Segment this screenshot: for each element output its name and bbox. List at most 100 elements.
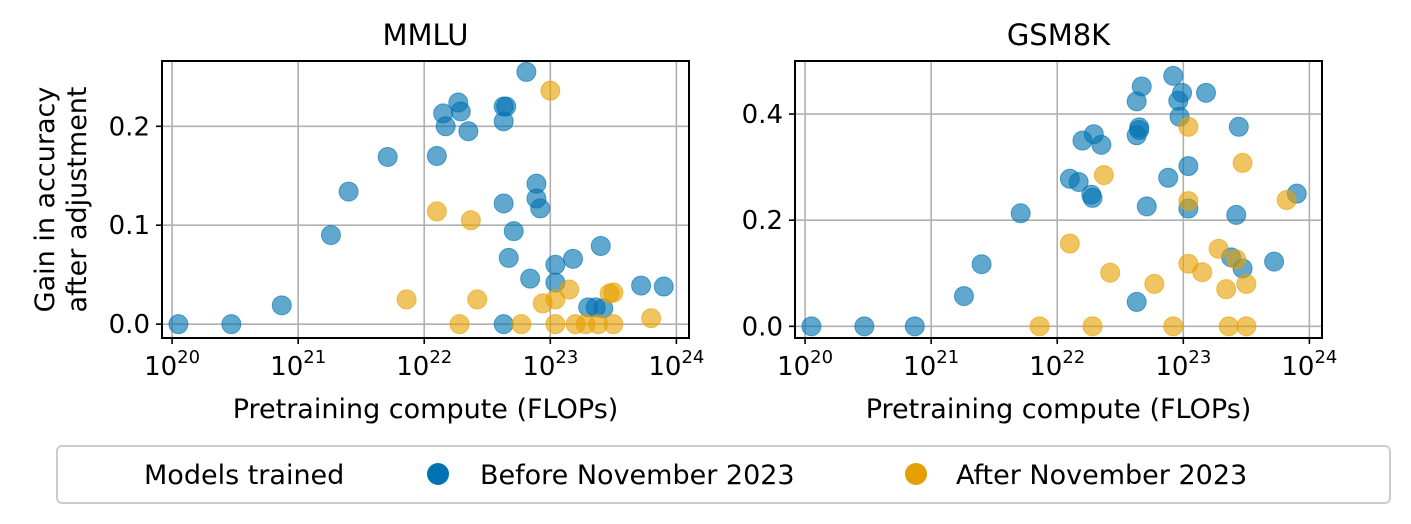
point-before bbox=[1264, 251, 1285, 272]
y-axis-label-line1: Gain in accuracy bbox=[30, 87, 61, 313]
point-before bbox=[545, 254, 566, 275]
point-before bbox=[503, 221, 524, 242]
panel-mmlu: 1020 1021 1022 1023 1024 0.0 0.1 0.2 MMLU Pretrai… bbox=[30, 18, 704, 425]
point-before bbox=[516, 61, 537, 82]
point-after bbox=[603, 314, 624, 335]
point-before bbox=[1126, 291, 1147, 312]
point-before bbox=[1172, 82, 1193, 103]
point-before bbox=[498, 247, 519, 268]
point-after bbox=[1093, 165, 1114, 186]
legend-after-marker bbox=[905, 463, 927, 485]
point-before bbox=[904, 316, 925, 337]
x-tick-label: 1020 bbox=[144, 347, 200, 382]
point-after bbox=[467, 289, 488, 310]
point-before bbox=[493, 314, 514, 335]
legend-before-marker bbox=[427, 463, 449, 485]
point-before bbox=[1010, 203, 1031, 224]
x-tick-label: 1024 bbox=[1281, 347, 1337, 382]
point-after bbox=[603, 282, 624, 303]
point-after bbox=[545, 289, 566, 310]
point-before bbox=[496, 96, 517, 117]
point-before bbox=[426, 145, 447, 166]
y-tick-label: 0.4 bbox=[742, 100, 783, 130]
point-before bbox=[854, 316, 875, 337]
point-before bbox=[435, 116, 456, 137]
y-tick-label: 0.1 bbox=[109, 211, 150, 241]
point-after bbox=[396, 289, 417, 310]
point-after bbox=[1208, 238, 1229, 259]
point-before bbox=[1228, 116, 1249, 137]
legend-after-label: After November 2023 bbox=[956, 460, 1247, 491]
chart-title-mmlu: MMLU bbox=[383, 18, 469, 52]
legend-before-label: Before November 2023 bbox=[480, 460, 795, 491]
legend: Models trained Before November 2023 Afte… bbox=[56, 445, 1391, 504]
x-tick-label: 1023 bbox=[1155, 347, 1211, 382]
point-after bbox=[1178, 191, 1199, 212]
point-before bbox=[530, 198, 551, 219]
point-before bbox=[1131, 76, 1152, 97]
panel-gsm8k: 1020 1021 1022 1023 1024 0.0 0.2 0.4 GSM8K Pretra… bbox=[742, 18, 1338, 425]
point-before bbox=[458, 121, 479, 142]
point-after bbox=[1178, 116, 1199, 137]
x-axis-label: Pretraining compute (FLOPs) bbox=[866, 394, 1252, 425]
y-tick-label: 0.2 bbox=[742, 206, 783, 236]
point-before bbox=[221, 314, 242, 335]
point-after bbox=[1059, 233, 1080, 254]
point-after bbox=[1236, 316, 1257, 337]
point-before bbox=[1126, 125, 1147, 146]
point-after bbox=[1082, 316, 1103, 337]
point-before bbox=[631, 275, 652, 296]
point-before bbox=[338, 181, 359, 202]
point-before bbox=[953, 286, 974, 307]
point-after bbox=[1100, 262, 1121, 283]
point-before bbox=[801, 316, 822, 337]
point-after bbox=[511, 314, 532, 335]
point-after bbox=[545, 314, 566, 335]
x-tick-label: 1024 bbox=[648, 347, 704, 382]
point-after bbox=[1216, 279, 1237, 300]
point-before bbox=[1163, 65, 1184, 86]
point-after bbox=[449, 314, 470, 335]
point-after bbox=[641, 308, 662, 329]
point-before bbox=[1226, 204, 1247, 225]
point-after bbox=[460, 210, 481, 231]
point-before bbox=[1068, 171, 1089, 192]
point-after bbox=[1192, 262, 1213, 283]
point-after bbox=[1232, 152, 1253, 173]
point-before bbox=[320, 225, 341, 246]
points-gsm8k bbox=[801, 65, 1307, 337]
point-after bbox=[559, 279, 580, 300]
point-before bbox=[653, 276, 674, 297]
point-before bbox=[1196, 82, 1217, 103]
point-before bbox=[1091, 134, 1112, 155]
point-before bbox=[1082, 187, 1103, 208]
point-after bbox=[1029, 316, 1050, 337]
point-after bbox=[1218, 316, 1239, 337]
x-tick-label: 1022 bbox=[396, 347, 452, 382]
axes-frame bbox=[794, 60, 1323, 339]
x-tick-label: 1022 bbox=[1029, 347, 1085, 382]
point-before bbox=[271, 295, 292, 316]
point-before bbox=[971, 254, 992, 275]
x-tick-label: 1021 bbox=[903, 347, 959, 382]
y-tick-label: 0.0 bbox=[742, 312, 783, 342]
point-before bbox=[520, 268, 541, 289]
point-before bbox=[1136, 196, 1157, 217]
point-before bbox=[563, 248, 584, 269]
points-mmlu bbox=[168, 61, 674, 335]
point-before bbox=[168, 314, 189, 335]
point-after bbox=[1276, 190, 1297, 211]
point-before bbox=[1178, 156, 1199, 177]
point-after bbox=[1236, 273, 1257, 294]
point-after bbox=[540, 80, 561, 101]
legend-frame bbox=[56, 445, 1391, 504]
x-tick-label: 1021 bbox=[270, 347, 326, 382]
y-tick-label: 0.0 bbox=[109, 310, 150, 340]
point-after bbox=[1163, 316, 1184, 337]
point-after bbox=[1144, 273, 1165, 294]
point-after bbox=[1226, 249, 1247, 270]
point-before bbox=[1158, 167, 1179, 188]
y-tick-label: 0.2 bbox=[109, 112, 150, 142]
point-before bbox=[590, 235, 611, 256]
